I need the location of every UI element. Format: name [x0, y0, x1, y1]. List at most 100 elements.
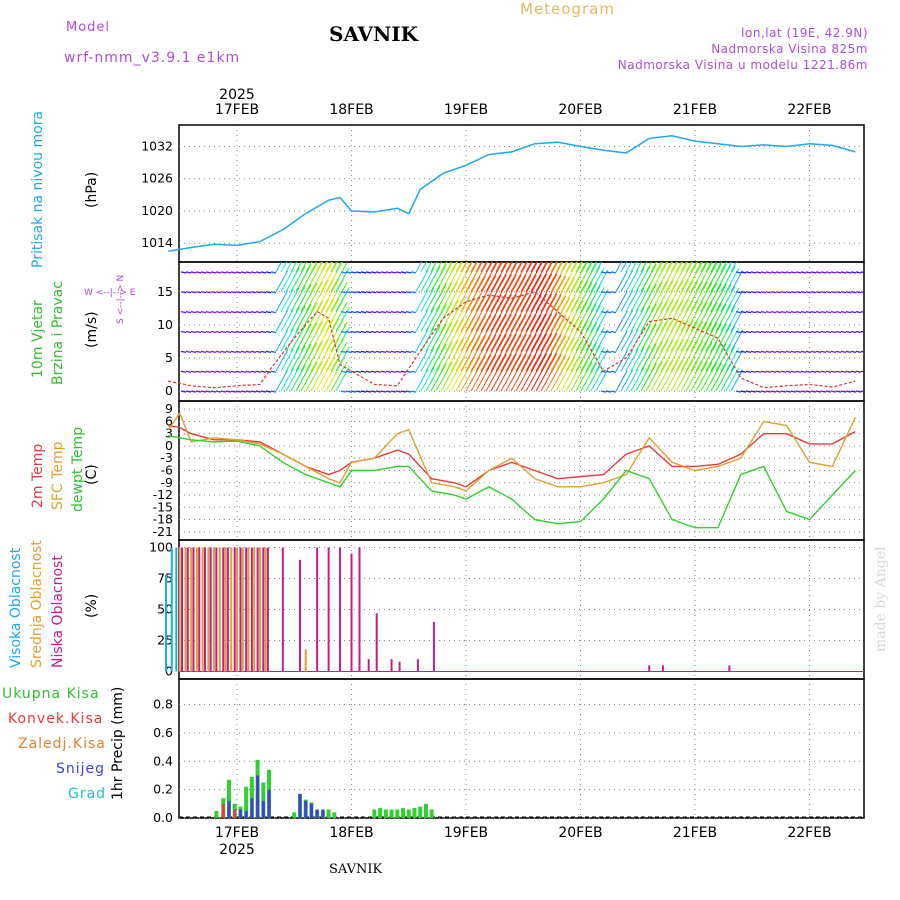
wind-arrow: [340, 330, 347, 334]
wind-arrow: [315, 262, 323, 273]
wind-arrow: [860, 350, 864, 353]
wind-arrow: [650, 340, 669, 372]
wind-arrow: [595, 262, 603, 273]
wind-arrow: [615, 270, 628, 293]
wind-arrow: [315, 318, 335, 352]
wind-arrow: [445, 262, 453, 273]
wind-arrow: [405, 330, 412, 334]
wind-arrow: [525, 333, 548, 372]
wind-arrow: [740, 350, 747, 353]
wind-arrow: [580, 283, 597, 312]
wind-arrow: [340, 311, 347, 314]
wind-arrow: [225, 330, 232, 334]
wind-arrow: [795, 311, 802, 314]
wind-arrow: [560, 358, 580, 392]
wind-arrow: [370, 291, 377, 294]
wind-arrow: [695, 361, 713, 392]
wind-arrow: [370, 311, 377, 314]
wind-arrow: [390, 370, 397, 373]
wind-arrow: [540, 262, 548, 273]
wind-arrow: [640, 343, 657, 372]
wind-arrow: [350, 311, 357, 314]
wind-arrow: [300, 302, 318, 332]
precip-bar: [401, 808, 406, 818]
wind-arrow: [390, 271, 397, 274]
precip-bar: [261, 800, 265, 818]
wind-arrow: [600, 350, 607, 353]
wind-arrow: [610, 291, 617, 294]
wind-arrow: [320, 262, 328, 273]
wind-arrow: [665, 262, 683, 293]
wind-arrow: [520, 294, 542, 332]
wind-arrow: [485, 314, 507, 352]
wind-arrow: [535, 273, 558, 312]
wind-arrow: [820, 330, 827, 334]
wind-arrow: [245, 370, 252, 373]
precip-bar: [238, 809, 242, 818]
wind-arrow: [825, 311, 832, 314]
wind-arrow: [835, 390, 842, 393]
wind-arrow: [830, 291, 837, 294]
wind-arrow: [330, 302, 348, 332]
wind-arrow: [720, 262, 728, 273]
wind-arrow: [205, 311, 212, 314]
wind-arrow: [630, 262, 638, 273]
wind-arrow: [705, 362, 722, 392]
wind-arrow: [310, 262, 328, 293]
wind-arrow: [785, 291, 792, 294]
wind-arrow: [515, 274, 537, 312]
wind-arrow: [235, 370, 242, 373]
wind-arrow: [755, 350, 762, 353]
wind-arrow: [690, 321, 708, 352]
wind-arrow: [260, 271, 267, 274]
wind-arrow: [210, 370, 217, 373]
wind-arrow: [545, 335, 567, 372]
precip-bar: [256, 775, 260, 818]
wind-arrow: [485, 274, 507, 312]
wind-arrow: [720, 325, 736, 352]
wind-arrow: [700, 342, 718, 372]
wind-arrow: [685, 262, 693, 273]
wind-arrow: [610, 390, 617, 393]
wind-arrow: [430, 284, 447, 312]
wind-arrow: [825, 330, 832, 334]
wind-arrow: [420, 267, 435, 293]
wind-arrow: [750, 291, 757, 294]
wind-arrow: [255, 271, 262, 274]
wind-arrow: [560, 298, 580, 332]
wind-arrow: [435, 321, 453, 352]
wind-arrow: [300, 262, 318, 293]
wind-arrow: [205, 370, 212, 373]
wind-arrow: [390, 330, 397, 334]
wind-arrow: [835, 271, 842, 274]
wind-arrow: [460, 262, 478, 293]
y-tick-label: 10: [157, 317, 173, 332]
wind-arrow: [430, 264, 447, 293]
wind-arrow: [390, 291, 397, 294]
wind-arrow: [385, 291, 392, 294]
wind-arrow: [450, 337, 470, 372]
wind-arrow: [690, 301, 708, 332]
wind-arrow: [215, 271, 222, 274]
wind-arrow: [775, 350, 782, 353]
wind-arrow: [860, 390, 864, 393]
wind-arrow: [225, 311, 232, 314]
wind-arrow: [765, 390, 772, 393]
wind-arrow: [295, 262, 303, 273]
wind-arrow: [295, 264, 312, 293]
wind-arrow: [470, 315, 492, 352]
wind-arrow: [650, 300, 669, 332]
wind-arrow: [415, 348, 429, 372]
wind-arrow: [630, 367, 645, 392]
wind-arrow: [665, 339, 684, 372]
wind-arrow: [495, 334, 517, 372]
wind-arrow: [330, 282, 348, 312]
wind-arrow: [620, 262, 628, 273]
wind-arrow: [375, 350, 382, 353]
wind-arrow: [735, 271, 742, 274]
precip-bar: [292, 812, 297, 818]
wind-arrow: [475, 314, 497, 352]
wind-arrow: [255, 390, 262, 393]
wind-arrow: [200, 311, 207, 314]
wind-arrow: [480, 274, 502, 312]
